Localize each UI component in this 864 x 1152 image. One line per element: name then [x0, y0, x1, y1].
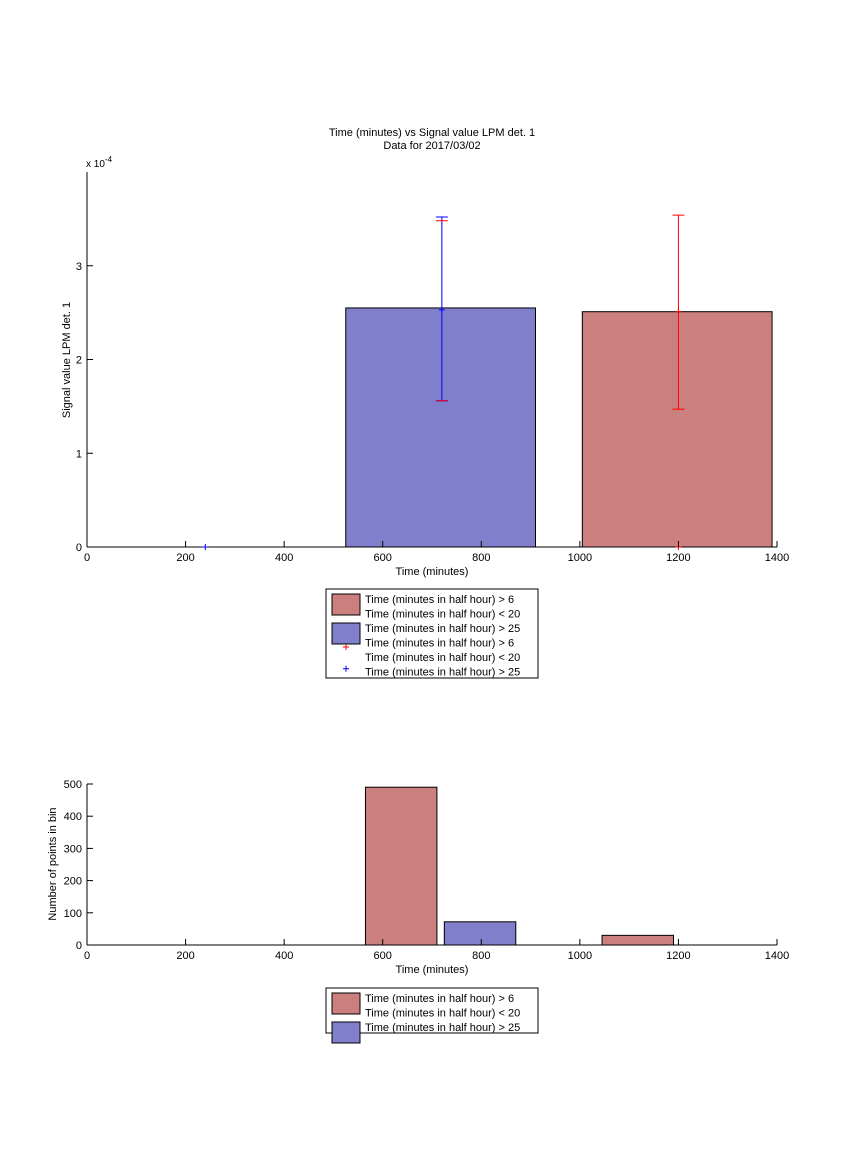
- legend-label: Time (minutes in half hour) > 6: [365, 993, 514, 1005]
- bar: [364, 786, 438, 946]
- x-tick-label: 600: [374, 552, 392, 564]
- legend-label: Time (minutes in half hour) > 25: [365, 1022, 520, 1034]
- x-tick-label: 1000: [568, 950, 592, 962]
- x-tick-label: 1400: [765, 950, 789, 962]
- y-tick-label: 500: [64, 779, 82, 791]
- x-tick-label: 0: [84, 552, 90, 564]
- bar: [443, 921, 517, 946]
- y-tick-label: 2: [76, 355, 82, 367]
- x-tick-label: 800: [472, 950, 490, 962]
- x-tick-label: 0: [84, 950, 90, 962]
- bar: [581, 311, 773, 548]
- legend-label: Time (minutes in half hour) < 20: [365, 609, 520, 621]
- legend-swatch: [331, 622, 361, 645]
- signal-legend: Time (minutes in half hour) > 6 Time (min…: [325, 588, 539, 679]
- y-tick-label: 3: [76, 261, 82, 273]
- signal-chart: Time (minutes) vs Signal value LPM det. …: [61, 127, 789, 679]
- legend-label: Time (minutes in half hour) < 20: [365, 652, 520, 664]
- x-tick-label: 400: [275, 950, 293, 962]
- y-tick-label: 0: [76, 542, 82, 554]
- y-tick-label: 300: [64, 843, 82, 855]
- bar: [601, 934, 674, 946]
- y-tick-label: 1: [76, 448, 82, 460]
- x-tick-label: 400: [275, 552, 293, 564]
- legend-swatch: [331, 992, 361, 1015]
- legend-swatch: [331, 1021, 361, 1044]
- x-tick-label: 1200: [666, 950, 690, 962]
- x-tick-label: 800: [472, 552, 490, 564]
- legend-label: Time (minutes in half hour) > 25: [365, 623, 520, 635]
- legend-box: [325, 588, 539, 679]
- chart-title: Time (minutes) vs Signal value LPM det. …: [329, 127, 535, 139]
- x-axis-label: Time (minutes): [396, 566, 469, 578]
- count-chart: 0 200 400 600 800 1000 1200 1400 0 100 200 300 400 50…: [47, 779, 790, 1044]
- y-tick-label: 100: [64, 908, 82, 920]
- legend-label: Time (minutes in half hour) > 25: [365, 667, 520, 679]
- legend-label: Time (minutes in half hour) > 6: [365, 594, 514, 606]
- y-axis-label: Signal value LPM det. 1: [61, 302, 73, 418]
- y-tick-label: 400: [64, 811, 82, 823]
- x-tick-label: 1400: [765, 552, 789, 564]
- legend-swatch: [331, 593, 361, 616]
- bar: [345, 307, 536, 548]
- legend-label: Time (minutes in half hour) > 6: [365, 638, 514, 650]
- count-plot-area: 0 200 400 600 800 1000 1200 1400 0 100 200 300 400 50…: [64, 779, 790, 962]
- y-tick-label: 0: [76, 940, 82, 952]
- x-tick-label: 600: [374, 950, 392, 962]
- legend-box: [325, 987, 539, 1034]
- x-tick-label: 200: [176, 552, 194, 564]
- y-axis-label: Number of points in bin: [47, 807, 59, 920]
- legend-label: Time (minutes in half hour) < 20: [365, 1008, 520, 1020]
- x-tick-label: 1000: [568, 552, 592, 564]
- y-exponent-label: x 10-4: [86, 155, 113, 170]
- x-tick-label: 200: [176, 950, 194, 962]
- count-legend: Time (minutes in half hour) > 6 Time (min…: [325, 987, 539, 1044]
- y-tick-label: 200: [64, 876, 82, 888]
- x-axis-label: Time (minutes): [396, 964, 469, 976]
- chart-subtitle: Data for 2017/03/02: [383, 140, 480, 152]
- x-tick-label: 1200: [666, 552, 690, 564]
- signal-plot-area: 0 200 400 600 800 1000 1200 1400 0 1 2 3: [76, 172, 789, 564]
